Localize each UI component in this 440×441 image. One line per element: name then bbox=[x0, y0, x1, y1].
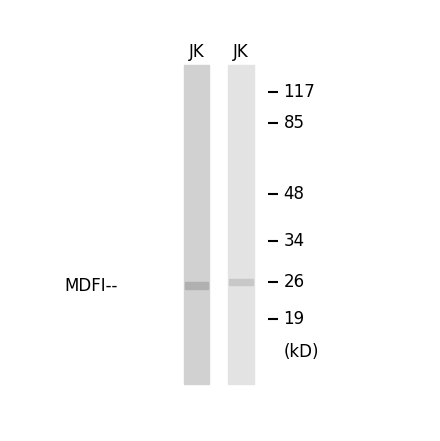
Bar bbox=[184, 65, 209, 384]
Bar bbox=[229, 279, 253, 285]
Text: (kD): (kD) bbox=[283, 343, 319, 361]
Text: 117: 117 bbox=[283, 83, 315, 101]
Text: 34: 34 bbox=[283, 232, 304, 250]
Text: 48: 48 bbox=[283, 185, 304, 203]
Text: JK: JK bbox=[233, 43, 249, 61]
Text: JK: JK bbox=[189, 43, 205, 61]
Text: 85: 85 bbox=[283, 113, 304, 131]
Bar bbox=[185, 283, 208, 288]
Bar bbox=[228, 65, 253, 384]
Text: 19: 19 bbox=[283, 310, 304, 329]
Text: 26: 26 bbox=[283, 273, 304, 291]
Text: MDFI--: MDFI-- bbox=[65, 277, 118, 295]
